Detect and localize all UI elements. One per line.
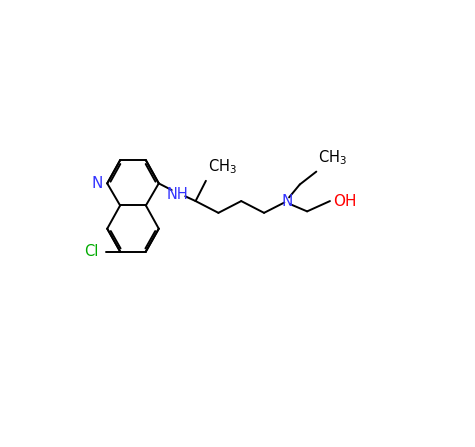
Text: CH$_3$: CH$_3$	[208, 158, 237, 177]
Text: NH: NH	[166, 187, 188, 202]
Text: OH: OH	[333, 194, 356, 209]
Text: CH$_3$: CH$_3$	[318, 148, 347, 167]
Text: Cl: Cl	[84, 244, 98, 259]
Text: N: N	[281, 194, 293, 209]
Text: N: N	[92, 176, 103, 191]
